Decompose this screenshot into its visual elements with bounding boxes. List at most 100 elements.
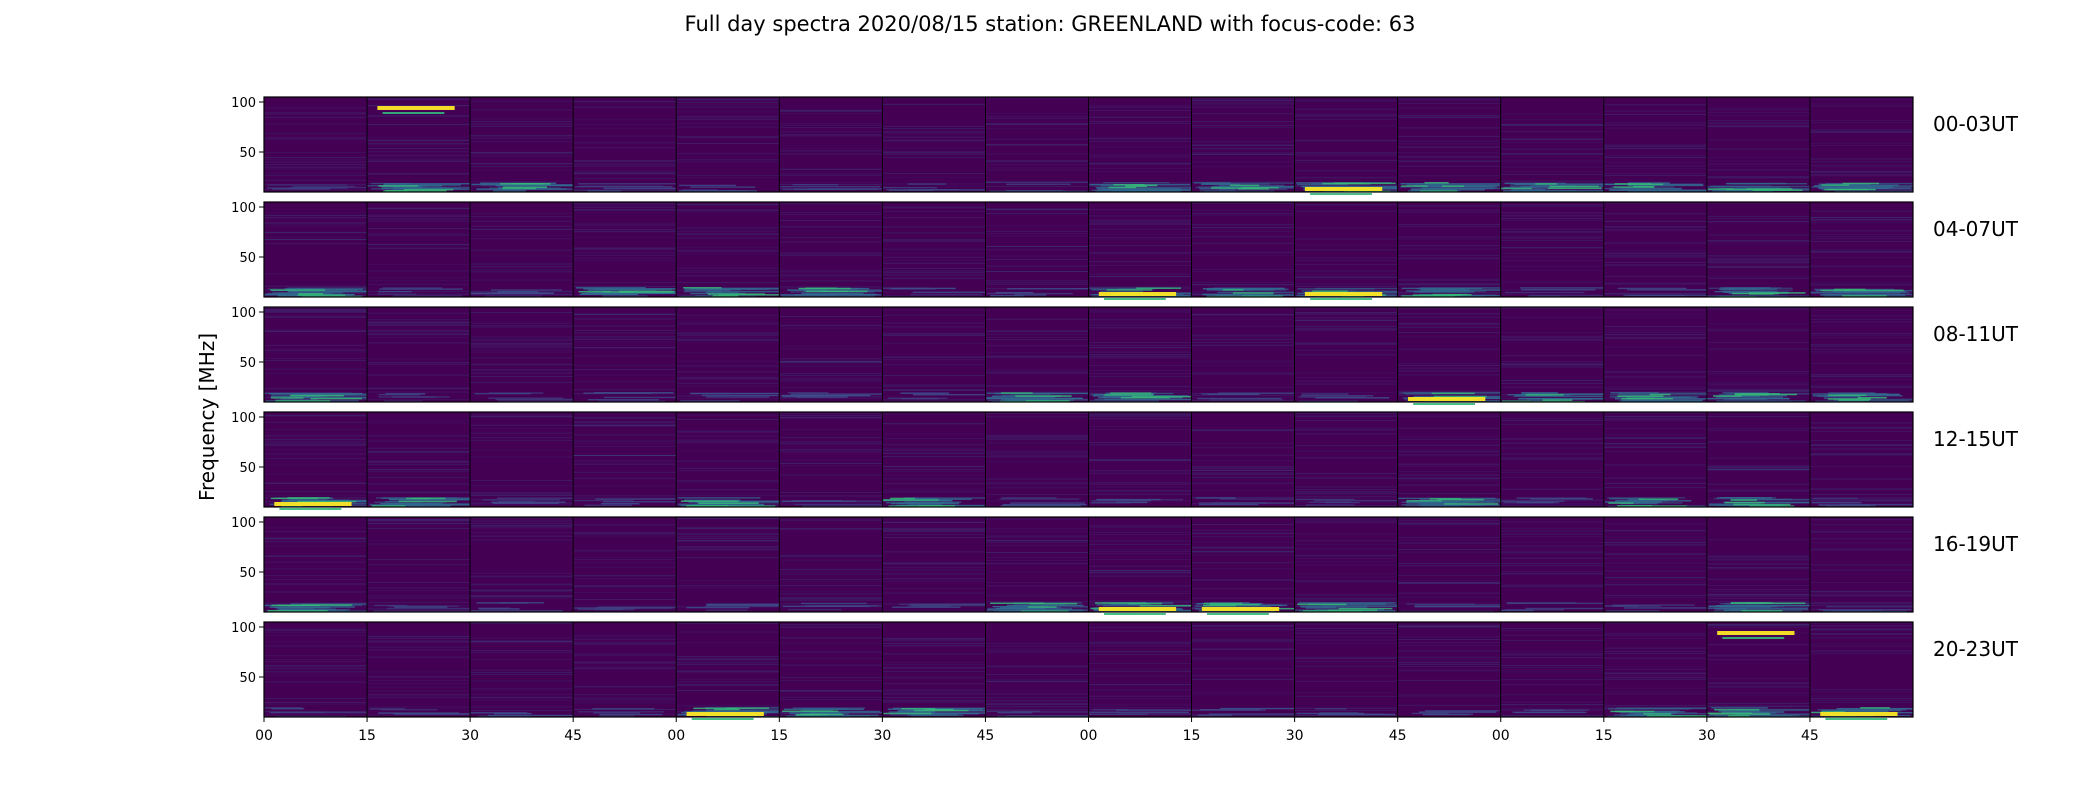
noise-line (1809, 266, 1913, 268)
noise-line (1397, 626, 1501, 627)
noise-line (1397, 224, 1501, 226)
band-signal-strong (1448, 294, 1472, 296)
noise-line (882, 241, 986, 243)
noise-line (985, 706, 1089, 708)
noise-line (676, 450, 780, 452)
noise-line (1294, 491, 1398, 493)
noise-line (1603, 443, 1707, 445)
noise-line (676, 518, 780, 520)
noise-line (1603, 530, 1707, 532)
noise-line (1603, 313, 1707, 315)
noise-line (676, 250, 780, 252)
noise-line (1809, 238, 1913, 240)
noise-line (1809, 282, 1913, 284)
noise-line (882, 176, 986, 178)
noise-line (470, 290, 574, 292)
noise-line (882, 468, 986, 470)
noise-line (470, 641, 574, 642)
noise-line (470, 652, 574, 654)
noise-line (1294, 227, 1398, 229)
noise-line (1191, 342, 1295, 343)
noise-line (1294, 657, 1398, 659)
noise-line (1603, 252, 1707, 254)
noise-line (264, 584, 368, 586)
band-signal (1620, 502, 1658, 505)
band-signal (1811, 501, 1862, 504)
noise-line (1191, 490, 1295, 491)
noise-line (573, 471, 677, 473)
band-signal (587, 289, 657, 291)
noise-line (1397, 582, 1501, 584)
band-signal (1427, 713, 1474, 715)
noise-line (882, 578, 986, 580)
band-signal (392, 396, 436, 398)
noise-line (1603, 338, 1707, 339)
noise-line (470, 271, 574, 273)
noise-line (470, 523, 574, 524)
noise-line (367, 143, 471, 145)
noise-line (264, 527, 368, 529)
noise-line (779, 182, 883, 184)
band-signal (392, 186, 471, 189)
noise-line (1294, 312, 1398, 313)
noise-line (1191, 466, 1295, 468)
noise-line (1500, 563, 1604, 565)
noise-line (676, 177, 780, 179)
noise-line (985, 435, 1089, 437)
noise-line (1603, 450, 1707, 452)
band-signal (1100, 291, 1144, 293)
panel-background (779, 412, 883, 507)
noise-line (470, 696, 574, 698)
noise-line (1809, 257, 1913, 258)
noise-line (1191, 536, 1295, 538)
peak-signal-secondary (1310, 298, 1372, 300)
noise-line (985, 643, 1089, 644)
noise-line (985, 208, 1089, 210)
panel-background (573, 517, 677, 612)
noise-line (470, 228, 574, 230)
noise-line (470, 492, 574, 494)
noise-line (1191, 153, 1295, 155)
noise-line (1397, 658, 1501, 660)
noise-line (1500, 154, 1604, 156)
noise-line (367, 590, 471, 592)
noise-line (1088, 276, 1192, 278)
band-signal (700, 190, 757, 192)
noise-line (470, 524, 574, 526)
band-signal (1509, 190, 1604, 192)
band-signal (705, 396, 770, 398)
noise-line (779, 637, 883, 639)
noise-line (779, 581, 883, 583)
band-signal (886, 189, 959, 191)
band-signal (1096, 498, 1161, 501)
panel-background (264, 517, 368, 612)
band-signal (587, 399, 659, 401)
noise-line (264, 159, 368, 161)
noise-line (264, 629, 368, 631)
panel-background (1191, 97, 1295, 192)
noise-line (367, 636, 471, 638)
noise-line (1294, 489, 1398, 491)
band-signal (805, 293, 877, 296)
noise-line (676, 233, 780, 235)
panel-background (1809, 202, 1913, 297)
y-tick-label: 50 (239, 461, 256, 476)
noise-line (985, 202, 1089, 204)
noise-line (1191, 579, 1295, 581)
peak-signal (1820, 712, 1898, 716)
noise-line (367, 140, 471, 141)
noise-line (1088, 364, 1192, 366)
noise-line (1294, 140, 1398, 142)
noise-line (1397, 449, 1501, 451)
noise-line (1397, 331, 1501, 333)
noise-line (1088, 549, 1192, 551)
panel-background (1706, 307, 1810, 402)
noise-line (1397, 539, 1501, 541)
noise-line (367, 399, 471, 400)
panel-background (573, 202, 677, 297)
band-signal (1501, 609, 1534, 612)
noise-line (985, 690, 1089, 692)
noise-line (1809, 445, 1913, 447)
band-signal (987, 396, 1056, 399)
noise-line (676, 317, 780, 319)
